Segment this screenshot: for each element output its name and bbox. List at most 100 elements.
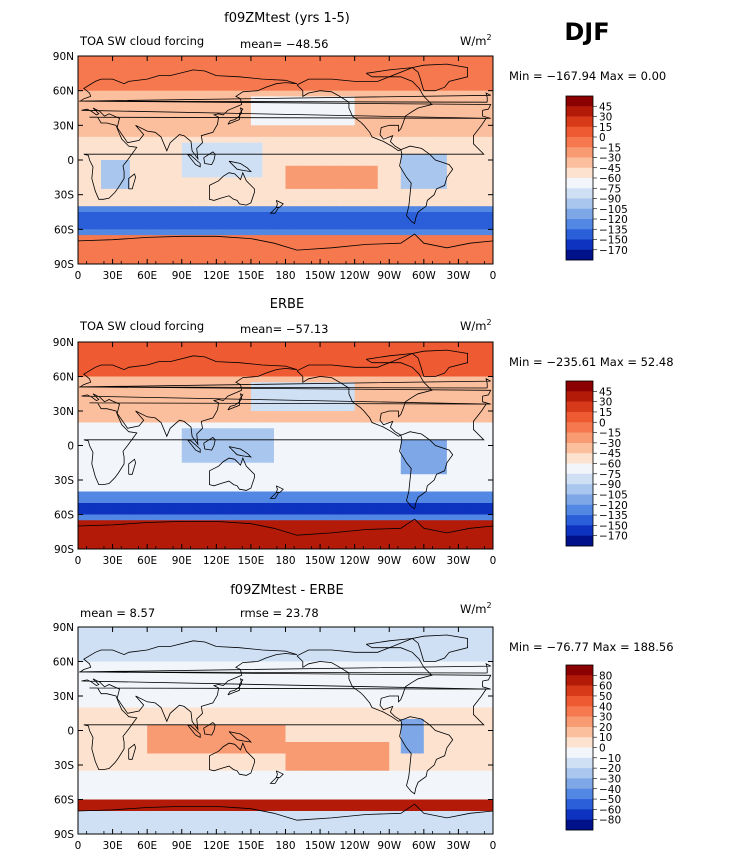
panel-observation: ERBE TOA SW cloud forcing mean= −57.13 W…: [53, 297, 674, 567]
colorbar-label: −20: [599, 763, 621, 775]
colorbar-swatch: [566, 249, 593, 261]
colorbar-swatch: [566, 116, 593, 128]
colorbar-swatch: [566, 208, 593, 220]
colorbar-label: −170: [599, 245, 628, 257]
colorbar-label: −50: [599, 794, 621, 806]
colorbar-label: −60: [599, 804, 621, 816]
coastline-segment: [269, 777, 280, 784]
y-tick-label: 30N: [53, 120, 74, 132]
x-tick-label: 30E: [103, 840, 123, 852]
colorbar-swatch: [566, 515, 593, 526]
colorbar-label: −30: [599, 438, 621, 450]
colorbar-swatch: [566, 96, 593, 107]
colorbar-swatch: [566, 778, 593, 790]
coastline-segment: [83, 116, 487, 200]
y-tick-label: 60N: [53, 372, 74, 384]
y-tick-label: 0: [67, 726, 74, 738]
panel-center-label: mean= −48.56: [240, 37, 328, 51]
coastline-segment: [227, 393, 244, 411]
colorbar-label: 20: [599, 722, 612, 734]
y-tick-label: 60S: [54, 510, 74, 522]
colorbar-swatch: [566, 401, 593, 413]
x-tick-label: 0: [75, 555, 82, 567]
y-tick-label: 90S: [54, 259, 74, 271]
coastline-segment: [296, 362, 433, 437]
colorbar-label: −15: [599, 428, 621, 440]
x-tick-label: 180: [275, 270, 295, 282]
colorbar-label: −170: [599, 531, 628, 543]
y-tick-label: 30S: [54, 475, 74, 487]
panel-model: f09ZMtest (yrs 1-5) TOA SW cloud forcing…: [53, 11, 666, 282]
x-tick-label: 150E: [238, 840, 265, 852]
colorbar-swatch: [566, 716, 593, 728]
colorbar-swatch: [566, 178, 593, 189]
coastline-segment: [399, 431, 454, 510]
colorbar-label: −105: [599, 204, 628, 216]
coastline-segment: [77, 233, 494, 251]
x-tick-label: 60W: [412, 555, 436, 567]
colorbar-swatch: [566, 788, 593, 800]
colorbar-swatch: [566, 809, 593, 820]
map-axes: 0 30E 60E 90E 120E 150E 180 150W 120W 90W 60W 30W 09…: [53, 622, 497, 852]
coastline-segment: [227, 107, 244, 125]
coastline-segment: [208, 456, 255, 491]
colorbar-swatch: [566, 167, 593, 179]
colorbar-swatch: [566, 463, 593, 475]
coastline-segment: [83, 402, 487, 486]
panel-minmax: Min = −76.77 Max = 188.56: [509, 640, 674, 654]
coastline-segment: [269, 492, 280, 499]
coastline-segment: [411, 634, 469, 662]
y-tick-label: 60N: [53, 86, 74, 98]
coastline-segment: [365, 67, 413, 78]
coastline-segment: [228, 160, 253, 173]
colorbar-label: 30: [599, 112, 612, 124]
colorbar-label: 0: [599, 417, 606, 429]
colorbar-label: 0: [599, 132, 606, 144]
y-tick-label: 60S: [54, 224, 74, 236]
coastline-segment: [227, 678, 244, 696]
coastline-segment: [203, 151, 216, 166]
colorbar-label: 40: [599, 701, 612, 713]
colorbar-label: −90: [599, 479, 621, 491]
colorbar-label: 30: [599, 397, 612, 409]
x-tick-label: 60E: [137, 270, 157, 282]
y-tick-label: 30N: [53, 406, 74, 418]
colorbar-swatch: [566, 411, 593, 423]
colorbar-swatch: [566, 799, 593, 810]
colorbar-swatch: [566, 685, 593, 697]
coastline-segment: [269, 206, 280, 214]
colorbar-label: −80: [599, 815, 621, 827]
colorbar-swatch: [566, 422, 593, 433]
colorbar-swatch: [566, 695, 593, 707]
colorbar-swatch: [566, 219, 593, 230]
colorbar-swatch: [566, 747, 593, 759]
colorbar-swatch: [566, 147, 593, 158]
coastline: [77, 63, 494, 251]
colorbar-swatch: [566, 768, 593, 779]
coastline-segment: [203, 436, 216, 451]
coastline-segment: [187, 724, 201, 739]
colorbar-label: 15: [599, 122, 612, 134]
coastline-segment: [128, 743, 137, 760]
coastline-segment: [228, 731, 252, 743]
x-tick-label: 150E: [238, 555, 265, 567]
coastline-segment: [187, 439, 201, 454]
panel-center-label: rmse = 23.78: [240, 606, 319, 620]
coastline-segment: [187, 153, 201, 168]
x-tick-label: 90W: [377, 270, 401, 282]
coastline: [77, 349, 494, 536]
coastline-segment: [399, 716, 454, 795]
x-tick-label: 60E: [137, 840, 157, 852]
colorbar-swatch: [566, 819, 593, 831]
colorbar-swatch: [566, 432, 593, 444]
y-tick-label: 90N: [53, 51, 74, 63]
coastline-segment: [77, 803, 494, 821]
y-tick-label: 30S: [54, 760, 74, 772]
panel-title: ERBE: [270, 297, 304, 312]
x-tick-label: 150E: [238, 270, 265, 282]
x-tick-label: 90W: [377, 840, 401, 852]
colorbar-label: −45: [599, 448, 621, 460]
colorbar-label: −90: [599, 194, 621, 206]
coastline-segment: [79, 378, 491, 389]
colorbar: 4530150−15−30−45−60−75−90−105−120−135−15…: [565, 95, 628, 261]
